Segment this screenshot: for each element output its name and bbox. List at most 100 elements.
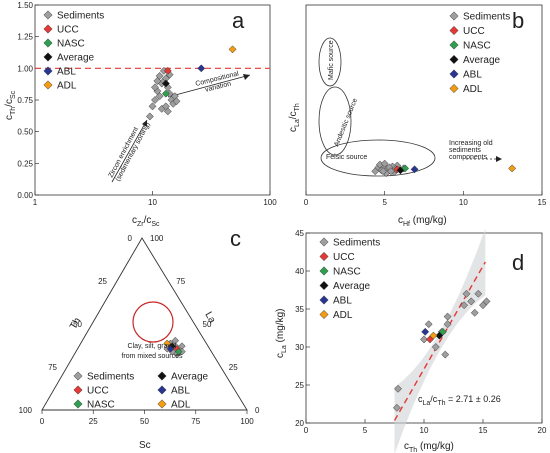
panel-c-legend-label-sediments: Sediments [87, 372, 134, 383]
panel-b-y-axis-label: cLa/cTh [288, 103, 301, 132]
panel-a-x-tick-label-1: 10 [148, 198, 157, 207]
panel-d-point-sediments-4 [431, 343, 440, 351]
panel-d-x-tick-label-3: 15 [479, 426, 488, 435]
panel-a-y-axis-label: cTh/cSc [4, 90, 17, 120]
panel-b-point-sediments-16 [380, 159, 389, 168]
panel-b-andesitic-ellipse [318, 86, 352, 156]
panel-c-legend: Sediments UCC NASC Average ABL ADL [73, 371, 209, 411]
panel-d-point-sediments-2 [420, 335, 428, 344]
panel-b-x-axis-label: cHf (mg/kg) [398, 215, 447, 228]
panel-b-x-tick-label-1: 5 [382, 198, 387, 207]
panel-b-legend-marker-sediments [449, 11, 459, 21]
panel-a-point-sediments-4 [155, 92, 164, 101]
panel-a-point-sediments-0 [145, 112, 154, 121]
panel-d-y-tick-label-2: 30 [295, 343, 304, 352]
panel-d-point-abl-0 [421, 327, 430, 336]
panel-c-left-tick-label-2: 50 [73, 320, 82, 329]
panel-d-point-sediments-10 [462, 289, 471, 298]
panel-c-annotation-1: Clay, silt, gravel [128, 343, 177, 350]
panel-c-legend-marker-ucc [73, 385, 83, 395]
panel-d-point-sediments-15 [482, 297, 491, 306]
panel-d-point-sediments-9 [460, 301, 469, 310]
panel-a-legend-marker-average [43, 52, 53, 62]
panel-d-point-sediments-3 [424, 320, 433, 329]
panel-c-legend-marker-adl [157, 399, 167, 409]
panel-c-legend-marker-nasc [73, 399, 83, 409]
panel-d-point-sediments-0 [392, 403, 401, 412]
panel-d-y-tick-label-4: 40 [295, 267, 304, 276]
panel-b-legend-marker-abl [449, 69, 459, 79]
panel-b-annotation-mafic: Mafic source [328, 40, 335, 80]
panel-a-point-abl-0 [197, 64, 206, 73]
panel-a-point-sediments-20 [163, 107, 172, 116]
panel-c-point-abl-0 [166, 345, 175, 353]
panel-c-mixed-source-circle [132, 301, 174, 343]
panel-d-legend-label-abl: ABL [333, 296, 352, 307]
panel-d-x-axis-label: cTh (mg/kg) [404, 441, 454, 453]
panel-a-x-axis-label: cZr/cSc [132, 215, 160, 228]
panel-b-point-abl-0 [410, 165, 419, 174]
panel-c-legend-marker-sediments [73, 371, 83, 381]
panel-b-legend-label-nasc: NASC [463, 41, 491, 52]
panel-d-point-sediments-12 [470, 308, 479, 317]
panel-a-point-sediments-16 [151, 83, 159, 92]
panel-a-zircon-arrow [111, 119, 148, 183]
panel-d-legend: Sediments UCC NASC Average ABL ADL [319, 237, 380, 321]
panel-c-legend-label-abl: ABL [171, 386, 190, 397]
panel-c-legend-marker-average [157, 371, 167, 381]
panel-d-letter: d [512, 250, 524, 275]
panel-b-point-adl-0 [508, 164, 517, 173]
panel-b-annotation-felsic: Felsic source [326, 154, 367, 161]
panel-d-point-sediments-1 [394, 384, 402, 393]
panel-c-legend-label-nasc: NASC [87, 400, 115, 411]
panel-c-right-tick-label-0: 100 [150, 234, 164, 243]
panel-d-point-sediments-11 [467, 297, 476, 306]
panel-c-axis-left-label: Th [68, 316, 83, 332]
panel-a-y-tick-label-6: 1.50 [17, 1, 33, 10]
panel-d-y-tick-label-5: 45 [295, 229, 304, 238]
panel-a-y-tick-label-0: 0.00 [17, 191, 33, 200]
panel-c-left-tick-label-0: 0 [128, 234, 133, 243]
panel-a-legend-marker-sediments [43, 10, 53, 20]
panel-c-legend-label-ucc: UCC [87, 386, 109, 397]
panel-c-bottom-tick-label-1: 25 [89, 417, 98, 426]
panel-d-legend-label-ucc: UCC [333, 252, 355, 263]
panel-c-axis-bottom-label: Sc [139, 440, 151, 451]
panel-d-x-tick-label-4: 20 [538, 426, 547, 435]
panel-b-legend-label-ucc: UCC [463, 26, 485, 37]
panel-a-annotation-compositional: Compositionalvariation [195, 70, 242, 95]
panel-a-legend-label-abl: ABL [57, 67, 76, 78]
panel-d-legend-label-nasc: NASC [333, 267, 361, 278]
panel-c-right-tick-label-2: 50 [203, 320, 212, 329]
panel-a-y-tick-label-2: 0.50 [17, 128, 33, 137]
panel-a-y-tick-label-3: 0.75 [17, 96, 33, 105]
panel-c-letter: c [230, 226, 241, 251]
panel-a-legend-label-sediments: Sediments [57, 11, 104, 22]
panel-b-annotation-old-sediments: Increasing old sediments components [449, 140, 493, 161]
panel-a-x-tick-label-0: 1 [33, 198, 38, 207]
panel-d-legend-marker-sediments [319, 237, 329, 247]
panel-c-point-sediments-7 [171, 336, 180, 345]
panel-d-y-tick-label-0: 20 [295, 419, 304, 428]
panel-d-x-tick-label-0: 0 [304, 426, 309, 435]
panel-d-y-tick-label-3: 35 [295, 305, 304, 314]
panel-d-legend-label-average: Average [333, 281, 371, 292]
panel-b-letter: b [512, 8, 524, 33]
panel-b-frame [305, 4, 543, 196]
panel-d: 0 5 10 15 20 20 25 30 35 40 45 Sediments UCC NASC Ave… [275, 228, 547, 453]
panel-d-point-sediments-13 [474, 289, 483, 298]
panel-c-point-adl-0 [163, 339, 171, 348]
panel-b-annotation-andesitic: Andesitic source [333, 97, 359, 147]
panel-d-legend-marker-nasc [319, 266, 329, 276]
panel-a-legend-label-ucc: UCC [57, 25, 79, 36]
panel-b: 0 5 10 15 Mafic source Andesitic source Fel… [288, 4, 547, 228]
panel-b-x-tick-label-0: 0 [304, 198, 309, 207]
panel-c-right-tick-label-1: 75 [176, 277, 185, 286]
panel-d-legend-marker-abl [319, 295, 329, 305]
panel-a-point-nasc-0 [161, 89, 170, 98]
panel-b-legend-marker-nasc [449, 40, 459, 50]
panel-a-x-tick-label-2: 100 [263, 198, 277, 207]
panel-d-fit-line [393, 261, 486, 421]
panel-a-point-sediments-1 [148, 102, 157, 111]
panel-d-legend-label-sediments: Sediments [333, 238, 380, 249]
